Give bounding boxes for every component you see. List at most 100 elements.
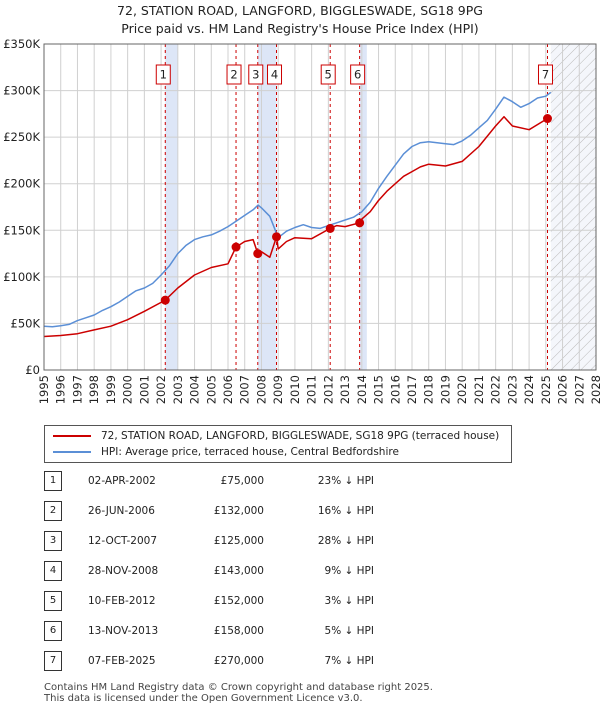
- table-row: 6 13-NOV-2013 £158,000 5% ↓ HPI: [44, 621, 444, 641]
- x-tick-label: 2000: [121, 375, 135, 404]
- sale-hpi-diff: 9% ↓ HPI: [324, 565, 374, 577]
- x-tick-label: 2009: [271, 375, 285, 404]
- price-paid-line: [43, 115, 551, 338]
- sale-number-badge: 2: [44, 501, 62, 521]
- sale-point: [542, 114, 552, 124]
- sale-label-box: [267, 64, 283, 85]
- x-tick-label: 2021: [472, 375, 486, 404]
- x-tick-label: 1999: [104, 375, 118, 404]
- sale-label-text: 5: [325, 68, 332, 82]
- sale-date: 28-NOV-2008: [88, 565, 159, 577]
- x-tick-label: 2028: [589, 375, 600, 404]
- x-tick-label: 2003: [171, 375, 185, 404]
- sale-point: [325, 223, 335, 233]
- footer-attribution: Contains HM Land Registry data © Crown c…: [44, 682, 433, 704]
- sale-date: 07-FEB-2025: [88, 655, 156, 667]
- legend-swatch-red: [53, 435, 91, 437]
- sale-label-text: 6: [354, 68, 361, 82]
- x-tick-label: 2019: [438, 375, 452, 404]
- y-tick-label: £300K: [3, 84, 40, 98]
- y-tick-label: £100K: [3, 270, 40, 284]
- y-tick-label: £200K: [3, 177, 40, 191]
- sale-number-badge: 1: [44, 471, 62, 491]
- sale-label-box: [155, 64, 171, 85]
- sale-hpi-diff: 28% ↓ HPI: [317, 535, 374, 547]
- table-row: 3 12-OCT-2007 £125,000 28% ↓ HPI: [44, 531, 444, 551]
- sale-period-band: [359, 44, 367, 370]
- table-row: 7 07-FEB-2025 £270,000 7% ↓ HPI: [44, 651, 444, 671]
- x-tick-label: 2010: [288, 375, 302, 404]
- x-tick-label: 2013: [338, 375, 352, 404]
- sale-number-badge: 5: [44, 591, 62, 611]
- x-tick-label: 2001: [137, 375, 151, 404]
- x-tick-label: 2017: [405, 375, 419, 404]
- forecast-region-hatch: [550, 44, 596, 370]
- x-tick-label: 2015: [372, 375, 386, 404]
- legend-swatch-blue: [53, 451, 91, 453]
- x-tick-label: 2023: [505, 375, 519, 404]
- sale-price: £270,000: [213, 655, 264, 667]
- x-tick-label: 1997: [70, 375, 84, 404]
- sale-hpi-diff: 16% ↓ HPI: [317, 505, 374, 517]
- x-tick-label: 2025: [539, 375, 553, 404]
- x-tick-label: 2011: [305, 375, 319, 404]
- x-tick-label: 2008: [254, 375, 268, 404]
- sale-number-badge: 7: [44, 651, 62, 671]
- x-tick-label: 2012: [321, 375, 335, 404]
- x-tick-label: 1995: [37, 375, 51, 404]
- sale-number-badge: 4: [44, 561, 62, 581]
- sale-label-text: 1: [160, 68, 167, 82]
- x-tick-label: 2002: [154, 375, 168, 404]
- sale-label-box: [248, 64, 264, 85]
- sale-number-badge: 6: [44, 621, 62, 641]
- x-tick-label: 2005: [204, 375, 218, 404]
- sale-period-band: [165, 44, 178, 370]
- x-tick-label: 2024: [522, 375, 536, 404]
- sale-label-text: 7: [542, 68, 549, 82]
- table-row: 4 28-NOV-2008 £143,000 9% ↓ HPI: [44, 561, 444, 581]
- legend-label-hpi: HPI: Average price, terraced house, Cent…: [101, 446, 399, 458]
- chart-title: 72, STATION ROAD, LANGFORD, BIGGLESWADE,…: [0, 2, 600, 38]
- x-tick-label: 2006: [221, 375, 235, 404]
- x-tick-label: 2020: [455, 375, 469, 404]
- sale-date: 10-FEB-2012: [88, 595, 156, 607]
- sale-label-text: 3: [252, 68, 259, 82]
- sale-date: 26-JUN-2006: [88, 505, 155, 517]
- legend-label-price-paid: 72, STATION ROAD, LANGFORD, BIGGLESWADE,…: [101, 430, 500, 442]
- hpi-line: [43, 91, 552, 328]
- sale-label-text: 4: [271, 68, 278, 82]
- sale-hpi-diff: 7% ↓ HPI: [324, 655, 374, 667]
- sale-date: 13-NOV-2013: [88, 625, 159, 637]
- x-tick-label: 1998: [87, 375, 101, 404]
- x-tick-label: 2026: [556, 375, 570, 404]
- sale-point: [160, 295, 170, 305]
- table-row: 5 10-FEB-2012 £152,000 3% ↓ HPI: [44, 591, 444, 611]
- sale-period-band: [257, 44, 277, 370]
- sale-price: £132,000: [213, 505, 264, 517]
- legend-item-price-paid: 72, STATION ROAD, LANGFORD, BIGGLESWADE,…: [53, 428, 499, 444]
- y-tick-label: £150K: [3, 223, 40, 237]
- legend-item-hpi: HPI: Average price, terraced house, Cent…: [53, 444, 399, 460]
- x-tick-label: 2016: [388, 375, 402, 404]
- sale-date: 02-APR-2002: [88, 475, 156, 487]
- y-tick-label: £350K: [3, 37, 40, 51]
- table-row: 2 26-JUN-2006 £132,000 16% ↓ HPI: [44, 501, 444, 521]
- x-tick-label: 1996: [54, 375, 68, 404]
- sale-hpi-diff: 5% ↓ HPI: [324, 625, 374, 637]
- sale-point: [231, 242, 241, 252]
- x-tick-label: 2022: [489, 375, 503, 404]
- x-tick-label: 2007: [238, 375, 252, 404]
- sale-label-box: [350, 64, 366, 85]
- x-tick-label: 2014: [355, 375, 369, 404]
- sale-point: [272, 232, 282, 242]
- footer-line-1: Contains HM Land Registry data © Crown c…: [44, 682, 433, 693]
- y-tick-label: £250K: [3, 130, 40, 144]
- sale-price: £125,000: [213, 535, 264, 547]
- sale-price: £143,000: [213, 565, 264, 577]
- y-tick-label: £50K: [11, 316, 41, 330]
- x-tick-label: 2004: [188, 375, 202, 404]
- sale-label-box: [320, 64, 336, 85]
- sale-hpi-diff: 3% ↓ HPI: [324, 595, 374, 607]
- sale-price: £158,000: [213, 625, 264, 637]
- sale-point: [355, 218, 365, 228]
